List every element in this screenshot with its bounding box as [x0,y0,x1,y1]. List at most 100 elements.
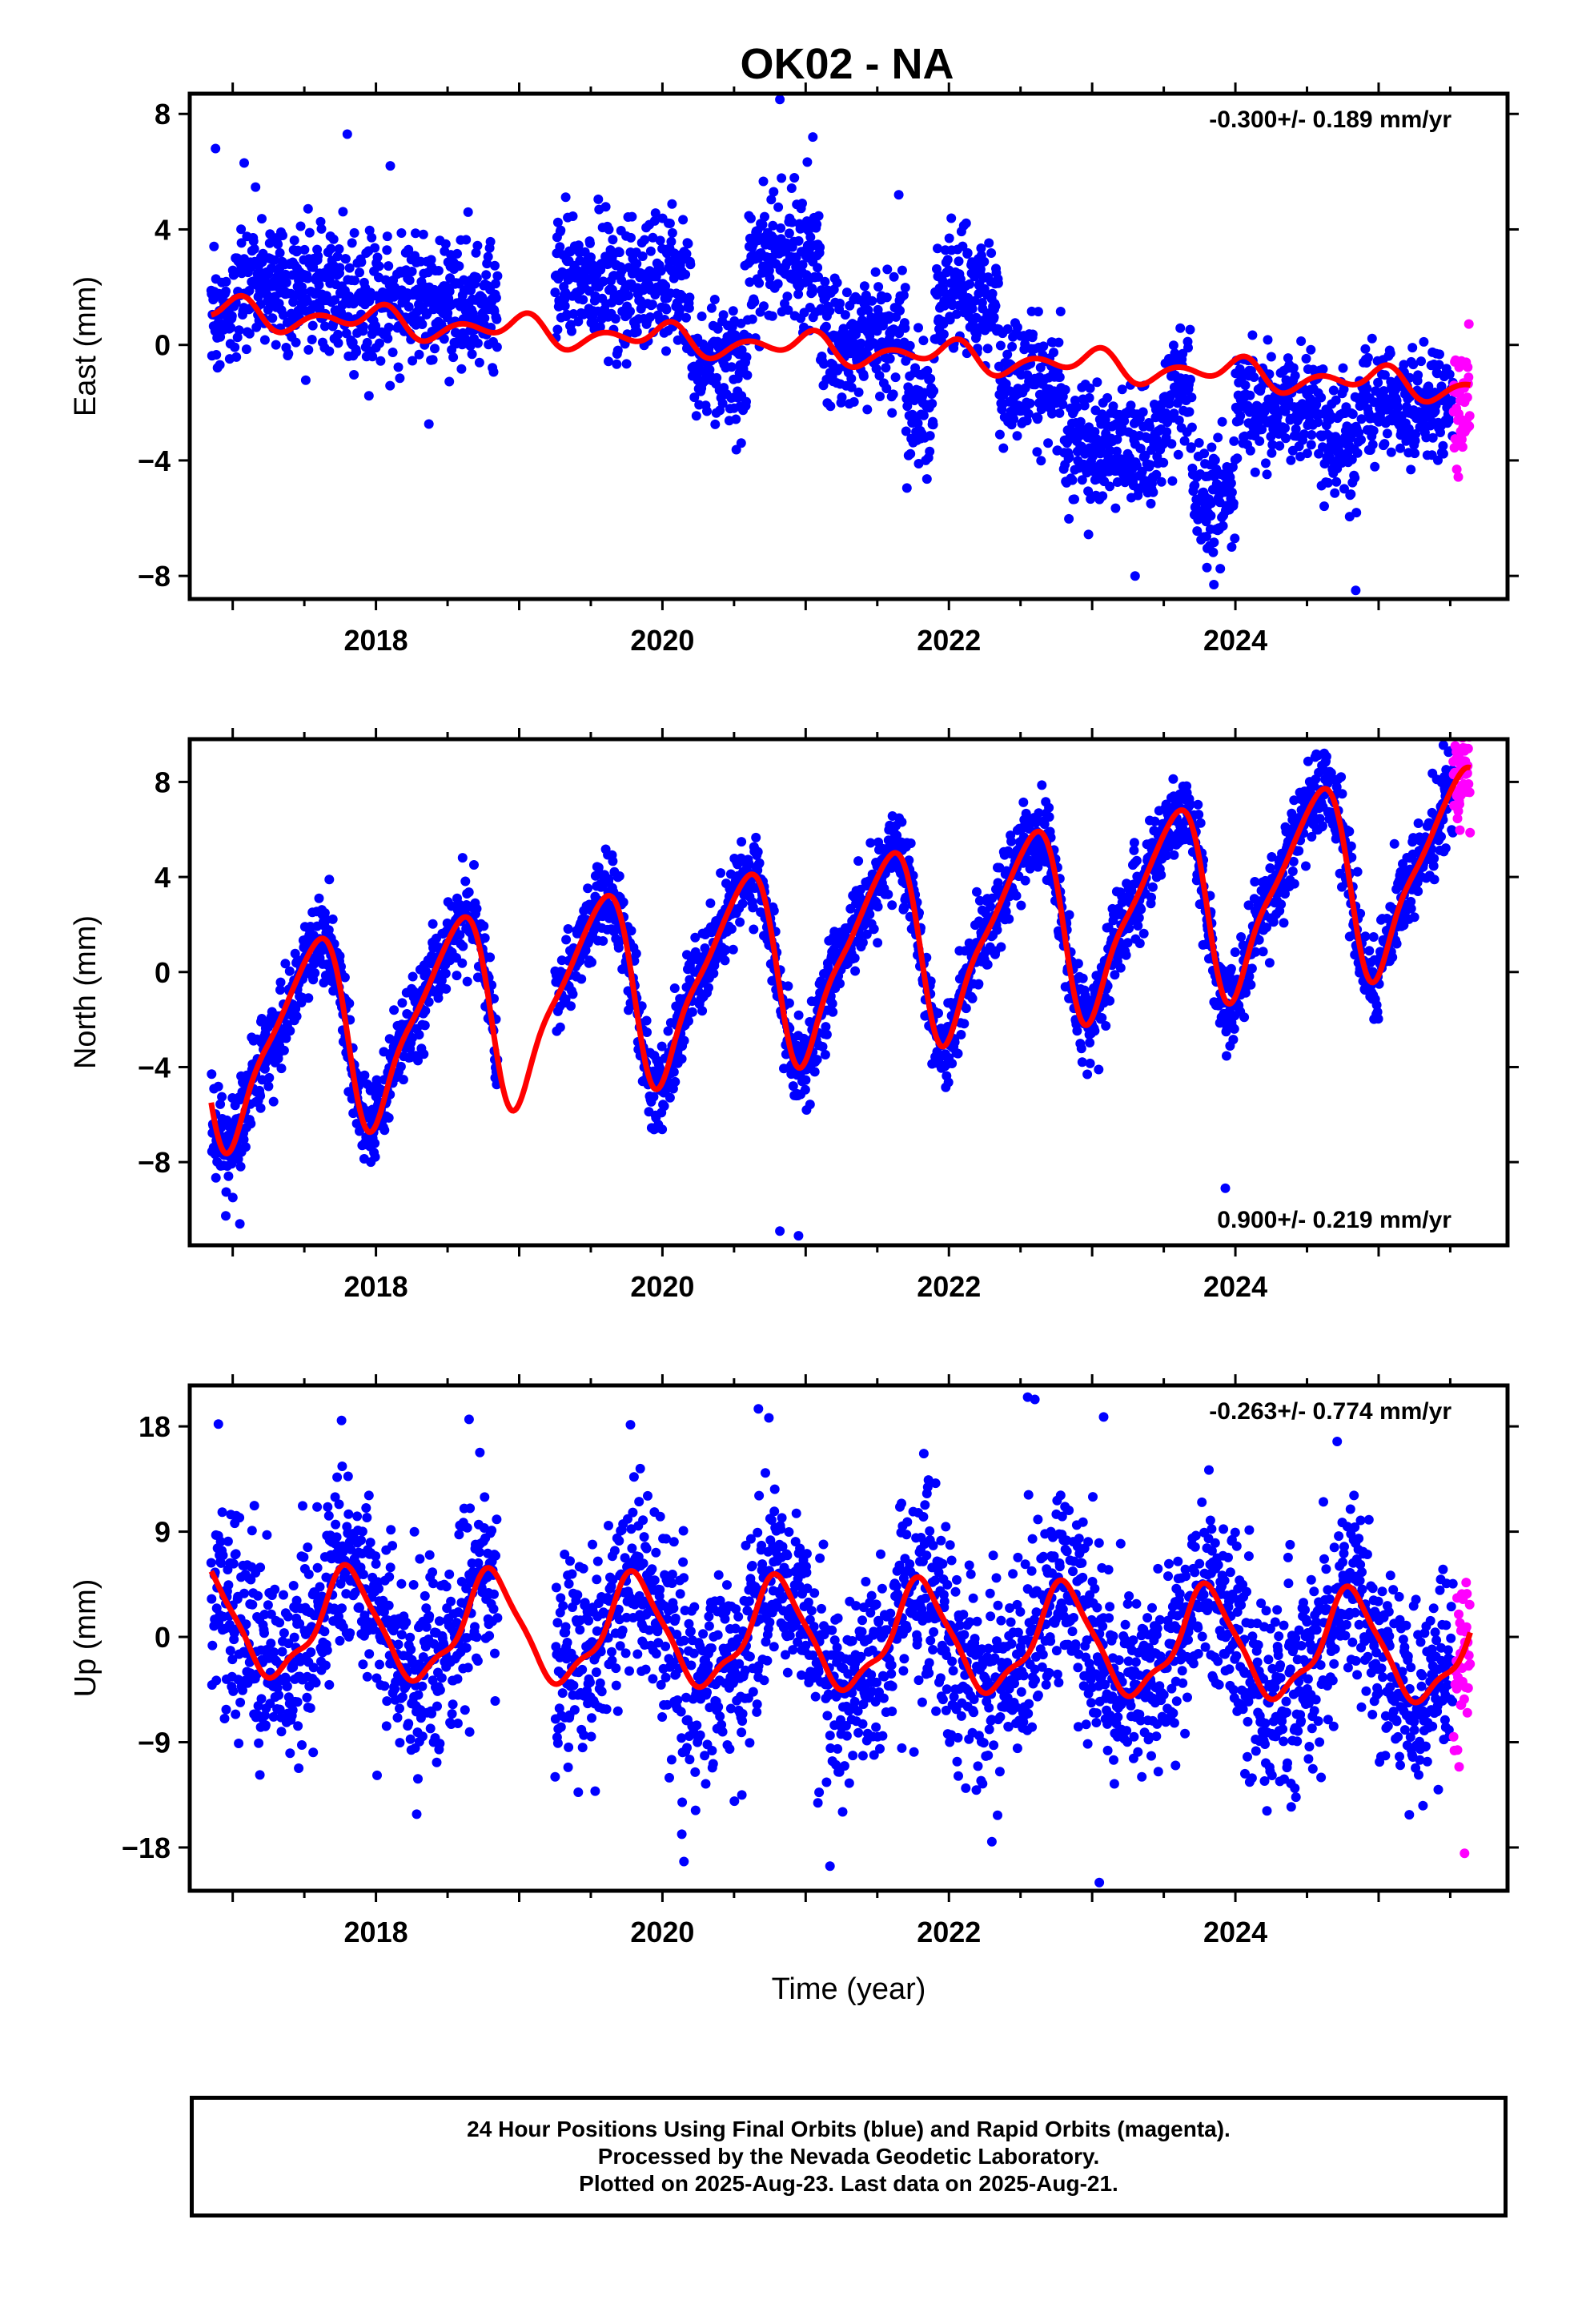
final-orbit-point [720,955,730,966]
final-orbit-point [863,305,873,316]
final-orbit-point [697,1006,708,1016]
final-orbit-point [975,264,986,275]
final-orbit-point [965,279,975,289]
final-orbit-point [600,202,611,212]
final-orbit-point [1036,456,1046,466]
final-orbit-point [303,203,313,214]
final-orbit-point [1202,532,1211,541]
final-orbit-point [1227,542,1237,552]
final-orbit-point [1397,411,1407,421]
final-orbit-point [1206,498,1216,509]
final-orbit-point [418,229,428,239]
final-orbit-point [1249,372,1259,382]
final-orbit-point [808,132,818,143]
final-orbit-point [491,292,501,303]
final-orbit-point [563,924,573,934]
final-orbit-point [850,966,861,976]
final-orbit-point [585,238,595,248]
final-orbit-point [1126,400,1136,411]
final-orbit-point [428,355,438,365]
final-orbit-point [805,232,816,243]
final-orbit-point [1060,384,1070,395]
final-orbit-point [463,207,473,217]
final-orbit-point [1360,344,1371,354]
final-orbit-point [825,401,836,412]
final-orbit-point [967,993,978,1003]
final-orbit-point [913,418,923,428]
final-orbit-point [857,938,868,947]
final-orbit-point [1338,363,1348,373]
final-orbit-point [745,213,756,223]
final-orbit-point [481,270,492,280]
final-orbit-point [1438,448,1448,459]
final-orbit-point [492,314,502,324]
final-orbit-point [901,483,912,493]
final-orbit-point [1037,780,1047,790]
final-orbit-point [1079,400,1090,411]
final-orbit-point [787,217,797,227]
final-orbit-point [358,321,368,332]
final-orbit-point [275,247,285,258]
final-orbit-point [1363,352,1373,363]
final-orbit-point [678,215,689,225]
final-orbit-point [613,943,624,953]
final-orbit-point [556,225,566,235]
final-orbit-point [1318,364,1328,374]
final-orbit-point [281,1033,291,1043]
final-orbit-point [356,257,367,267]
final-orbit-point [255,1091,266,1101]
final-orbit-point [901,426,911,436]
final-orbit-point [928,420,938,430]
final-orbit-point [706,303,717,313]
final-orbit-point [853,856,864,866]
final-orbit-point [335,951,345,961]
final-orbit-point [859,281,869,292]
final-orbit-point [683,239,693,249]
final-orbit-point [1257,424,1267,435]
final-orbit-point [1215,564,1226,574]
final-orbit-point [1083,486,1094,497]
final-orbit-point [227,311,237,321]
final-orbit-point [858,371,869,381]
final-orbit-point [793,235,804,246]
final-orbit-point [1208,547,1219,557]
final-orbit-point [483,251,493,262]
final-orbit-point [821,1029,832,1039]
final-orbit-point [1379,439,1390,449]
final-orbit-point [1199,448,1210,459]
final-orbit-point [681,249,692,259]
final-orbit-point [947,1059,958,1068]
final-orbit-point [793,289,804,300]
final-orbit-point [1331,395,1341,405]
final-orbit-point [1112,477,1122,487]
final-orbit-point [1108,401,1118,412]
final-orbit-point [849,953,860,963]
final-orbit-point [1416,356,1426,367]
final-orbit-point [946,213,957,223]
final-orbit-point [751,832,761,842]
final-orbit-point [284,966,295,976]
final-orbit-point [970,296,980,306]
final-orbit-point [452,248,462,259]
final-orbit-point [900,323,910,333]
final-orbit-point [996,942,1006,952]
final-orbit-point [717,398,728,408]
final-orbit-point [1209,537,1219,548]
final-orbit-point [647,300,657,310]
final-orbit-point [316,223,327,234]
final-orbit-point [1226,478,1236,489]
final-orbit-point [942,255,953,265]
final-orbit-point [1211,479,1222,489]
final-orbit-point [1002,349,1013,360]
final-orbit-point [929,386,939,396]
final-orbit-point [363,391,374,401]
final-orbit-point [667,227,677,238]
final-orbit-point [684,1016,693,1026]
final-orbit-point [945,315,955,325]
final-orbit-point [1250,467,1260,477]
rapid-orbit-point [1453,472,1464,482]
final-orbit-point [1281,433,1291,444]
final-orbit-point [307,335,317,344]
final-orbit-point [479,921,489,931]
final-orbit-point [465,341,476,351]
